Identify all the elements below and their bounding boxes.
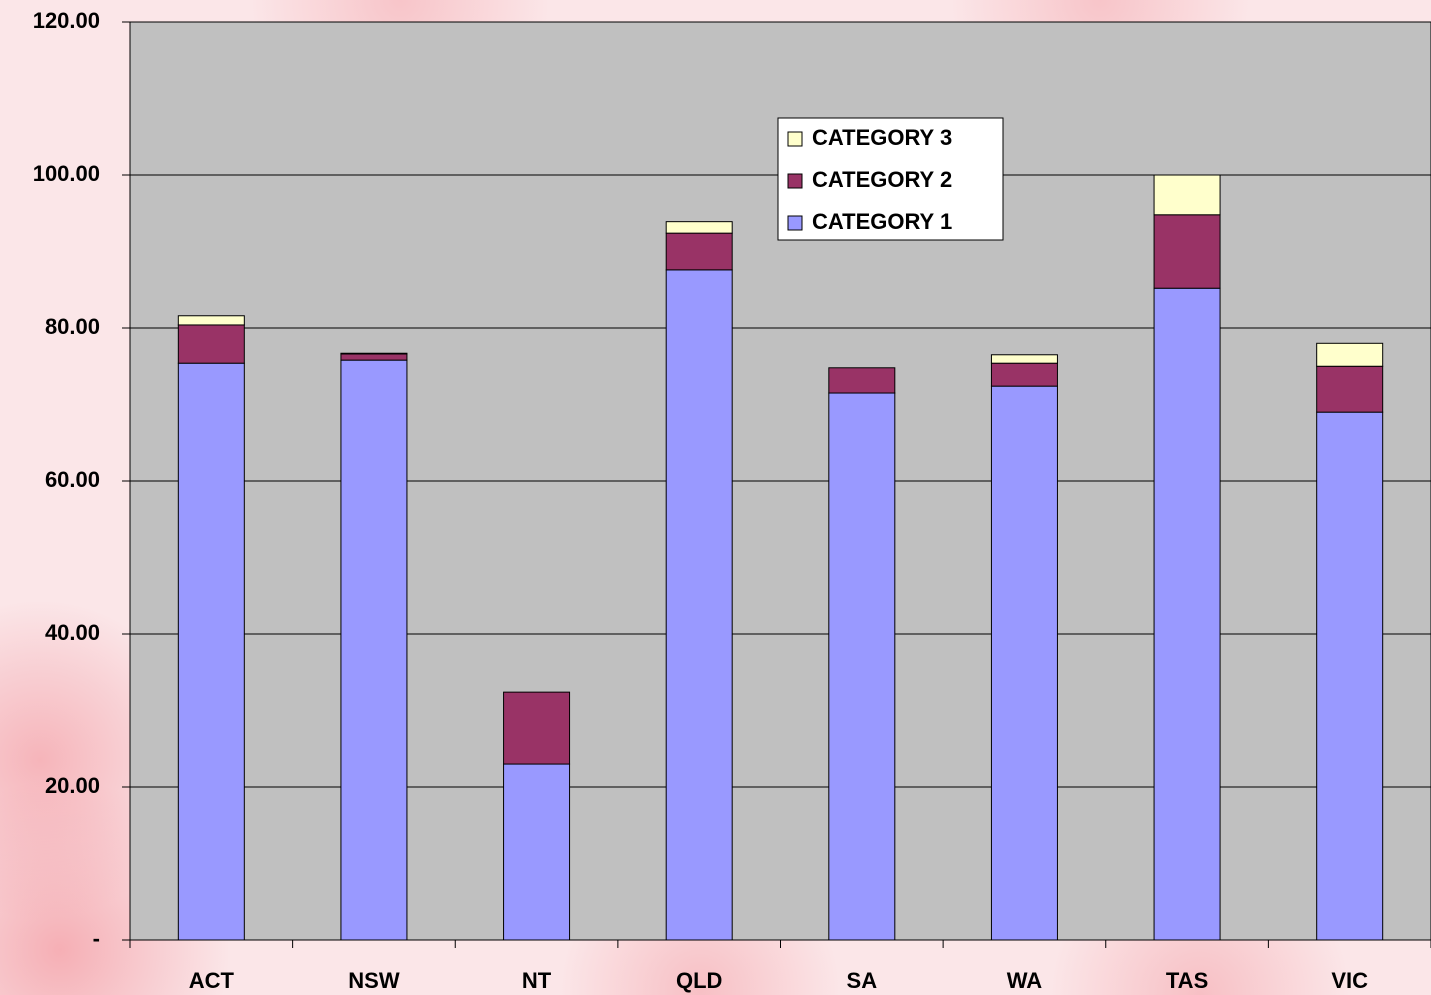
bar-segment xyxy=(665,221,733,234)
bar-segment xyxy=(503,763,571,941)
bar-segment xyxy=(1316,365,1384,413)
legend-label: CATEGORY 2 xyxy=(812,167,952,192)
bar-segment xyxy=(1153,174,1221,216)
x-tick-label: TAS xyxy=(1166,968,1208,993)
legend-swatch xyxy=(787,131,803,147)
x-tick-label: SA xyxy=(847,968,878,993)
x-tick-label: NT xyxy=(522,968,552,993)
y-tick-label: 60.00 xyxy=(45,467,100,492)
bar-segment xyxy=(177,362,245,941)
y-tick-label: 20.00 xyxy=(45,773,100,798)
x-tick-label: NSW xyxy=(348,968,400,993)
bar-segment xyxy=(665,269,733,941)
x-tick-label: ACT xyxy=(189,968,235,993)
bar-segment xyxy=(340,359,408,941)
bar-segment xyxy=(828,392,896,941)
y-tick-label: 40.00 xyxy=(45,620,100,645)
bar-segment xyxy=(990,362,1058,387)
y-tick-label: 100.00 xyxy=(33,161,100,186)
bar-segment xyxy=(503,691,571,765)
bars xyxy=(177,174,1384,941)
legend: CATEGORY 3 CATEGORY 2 CATEGORY 1 xyxy=(777,117,1004,241)
x-tick-label: VIC xyxy=(1331,968,1368,993)
bar-segment xyxy=(665,232,733,271)
bar-segment xyxy=(990,385,1058,941)
y-tick-label: - xyxy=(93,926,100,951)
x-tick-label: WA xyxy=(1007,968,1043,993)
legend-box xyxy=(777,117,1004,241)
bar-segment xyxy=(828,367,896,394)
y-tick-label: 120.00 xyxy=(33,8,100,33)
axes: - 20.00 40.00 60.00 80.00 100.00 120.00 ACT NSW N… xyxy=(33,8,1431,993)
bar-segment xyxy=(1316,342,1384,367)
bar-segment xyxy=(1153,214,1221,289)
legend-swatch xyxy=(787,173,803,189)
legend-swatch xyxy=(787,215,803,231)
legend-label: CATEGORY 3 xyxy=(812,125,952,150)
bar-segment xyxy=(340,353,408,361)
x-tick-label: QLD xyxy=(676,968,722,993)
bar-segment xyxy=(340,352,408,355)
bar-segment xyxy=(1316,411,1384,941)
y-tick-label: 80.00 xyxy=(45,314,100,339)
bar-segment xyxy=(177,315,245,326)
bar-segment xyxy=(177,324,245,364)
legend-label: CATEGORY 1 xyxy=(812,209,952,234)
bar-segment xyxy=(1153,287,1221,941)
bar-segment xyxy=(990,354,1058,364)
